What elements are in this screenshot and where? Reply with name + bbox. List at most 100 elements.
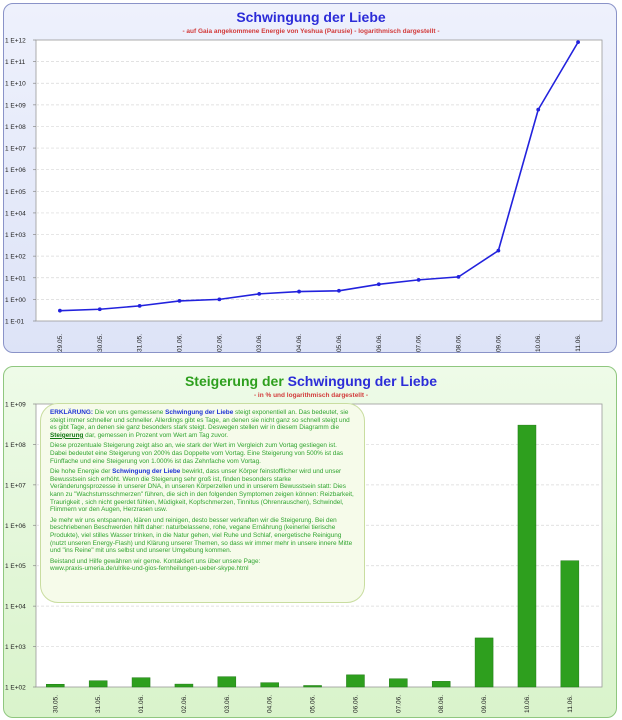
bar-chart-x-tick-label: 08.06. (438, 695, 445, 713)
line-chart-y-tick-label: 1 E+11 (5, 59, 26, 66)
line-chart-x-tick-label: 03.06. (256, 334, 263, 352)
line-chart-point (536, 107, 541, 112)
explanation-text: steigt exponentiell an. Das bedeutet, si… (50, 409, 350, 432)
line-chart-y-tick-label: 1 E+12 (5, 38, 26, 45)
line-chart-y-tick-label: 1 E+07 (5, 146, 26, 153)
line-chart-y-tick-label: 1 E+02 (5, 254, 26, 261)
line-chart-x-tick-label: 11.06. (575, 334, 582, 352)
bar-chart-x-tick-label: 03.06. (224, 695, 231, 713)
explanation-box: ERKLÄRUNG: Die von uns gemessene Schwing… (40, 403, 365, 603)
bar-chart-x-tick-label: 09.06. (481, 695, 488, 713)
line-chart-y-tick-label: 1 E+08 (5, 124, 26, 131)
line-chart-x-tick-label: 08.06. (456, 334, 463, 352)
explanation-paragraph-5: Beistand und Hilfe gewähren wir gerne. K… (50, 557, 261, 565)
explanation-paragraph-3: Die hohe Energie der Schwingung der Lieb… (50, 468, 355, 514)
bar-chart-bar (174, 683, 194, 688)
line-chart-x-tick-label: 10.06. (535, 334, 542, 352)
explanation-label: ERKLÄRUNG: (50, 409, 93, 416)
line-chart-y-tick-label: 1 E-01 (5, 319, 25, 326)
bar-chart-bar (260, 682, 279, 688)
line-chart-y-tick-label: 1 E+00 (5, 297, 26, 304)
line-chart-title: Schwingung der Liebe (236, 9, 386, 25)
bar-chart-y-tick-label: 1 E+09 (5, 402, 26, 409)
bar-chart-x-tick-label: 02.06. (181, 695, 188, 713)
line-chart-y-tick-label: 1 E+01 (5, 275, 26, 282)
line-chart-plot-area (35, 39, 603, 322)
explanation-text: Die von uns gemessene (92, 409, 166, 416)
bar-chart-y-tick-label: 1 E+02 (5, 685, 26, 692)
line-chart-point (297, 289, 301, 294)
line-chart-series-line (59, 41, 579, 312)
explanation-paragraph-1: ERKLÄRUNG: Die von uns gemessene Schwing… (50, 409, 355, 439)
line-chart-point (177, 299, 182, 303)
bar-chart-title: Steigerung der Schwingung der Liebe (185, 373, 437, 389)
line-chart-point (496, 248, 501, 253)
line-chart-x-tick-label: 09.06. (495, 334, 502, 352)
bar-chart-x-tick-label: 04.06. (267, 695, 274, 713)
bar-chart-y-tick-label: 1 E+03 (5, 644, 26, 651)
line-chart-x-tick-label: 02.06. (216, 334, 223, 352)
explanation-text: Die hohe Energie der (50, 468, 113, 476)
bar-chart-bar (88, 680, 108, 688)
line-chart-point (58, 308, 62, 313)
bar-chart-x-tick-label: 01.06. (138, 695, 145, 713)
line-chart-point (576, 40, 580, 44)
bar-chart-title-part2: Schwingung der Liebe (288, 373, 438, 389)
bar-chart-bar (46, 683, 65, 688)
line-chart-y-tick-label: 1 E+10 (5, 81, 26, 88)
bar-chart-bar (474, 637, 494, 688)
explanation-highlight: Schwingung der Liebe (112, 468, 181, 476)
explanation-highlight: Schwingung der Liebe (165, 409, 234, 416)
line-chart-x-tick-label: 30.05. (97, 334, 104, 352)
line-chart-point (257, 291, 262, 296)
bar-chart-x-tick-label: 11.06. (567, 695, 574, 713)
line-chart-point (376, 282, 381, 287)
bar-chart-x-tick-label: 06.06. (352, 695, 359, 713)
line-chart-plot: 1 E-01 1 E+00 1 E+01 1 E+02 1 E+03 1 E+04 1 E+… (5, 38, 603, 352)
line-chart-x-tick-label: 04.06. (296, 334, 303, 352)
line-chart-x-tick-label: 07.06. (416, 334, 423, 352)
line-chart-y-tick-label: 1 E+05 (5, 189, 26, 196)
bar-chart-y-tick-label: 1 E+06 (5, 523, 26, 530)
explanation-text: bewirkt, dass unser Körper feinstofflich… (50, 468, 354, 514)
explanation-underlined: Steigerung (50, 431, 84, 439)
line-chart-point (416, 277, 421, 282)
line-chart-x-tick-label: 29.05. (57, 334, 64, 352)
line-chart-x-tick-label: 05.06. (336, 334, 343, 352)
bar-chart-y-tick-label: 1 E+05 (5, 563, 26, 570)
bar-chart-bar (217, 676, 237, 688)
line-chart-y-tick-label: 1 E+09 (5, 102, 26, 109)
bar-chart-subtitle: - in % und logarithmisch dargestellt - (254, 392, 368, 399)
bar-chart-x-tick-label: 10.06. (524, 695, 531, 713)
explanation-paragraph-2: Diese prozentuale Steigerung zeigt also … (50, 442, 344, 465)
bar-chart-bar (431, 681, 451, 688)
bar-chart-bar (389, 678, 408, 688)
bar-chart-bar (346, 674, 365, 688)
bar-chart-x-tick-label: 05.06. (310, 695, 317, 713)
line-chart-point (137, 303, 142, 308)
line-chart-x-tick-label: 06.06. (376, 334, 383, 352)
explanation-link[interactable]: www.praxis-umeria.de/ulrike-und-gios-fer… (50, 565, 249, 573)
bar-chart-y-tick-label: 1 E+07 (5, 482, 26, 489)
bar-chart-title-part1: Steigerung der (185, 373, 288, 389)
explanation-paragraph-4: Je mehr wir uns entspannen, klären und r… (50, 516, 353, 555)
bar-chart-bar (303, 685, 322, 688)
line-chart-x-tick-label: 01.06. (176, 334, 183, 352)
line-chart-point (456, 274, 461, 279)
line-chart-subtitle: - auf Gaia angekommene Energie von Yeshu… (182, 28, 439, 35)
bar-chart-bar (560, 560, 580, 688)
bar-chart-y-tick-label: 1 E+04 (5, 604, 26, 611)
line-chart-x-tick-label: 31.05. (137, 334, 144, 352)
explanation-text: dar, gemessen in Prozent vom Wert am Tag… (83, 431, 229, 439)
line-chart-y-tick-label: 1 E+04 (5, 210, 26, 217)
line-chart-y-tick-label: 1 E+03 (5, 232, 26, 239)
line-chart-y-tick-label: 1 E+06 (5, 167, 26, 174)
line-chart-point (337, 288, 341, 293)
line-chart-point (97, 307, 102, 312)
bar-chart-x-tick-label: 30.05. (52, 695, 59, 713)
bar-chart-x-tick-label: 07.06. (395, 695, 402, 713)
bar-chart-y-tick-label: 1 E+08 (5, 442, 26, 449)
bar-chart-x-tick-label: 31.05. (95, 695, 102, 713)
line-chart-point (217, 297, 222, 302)
